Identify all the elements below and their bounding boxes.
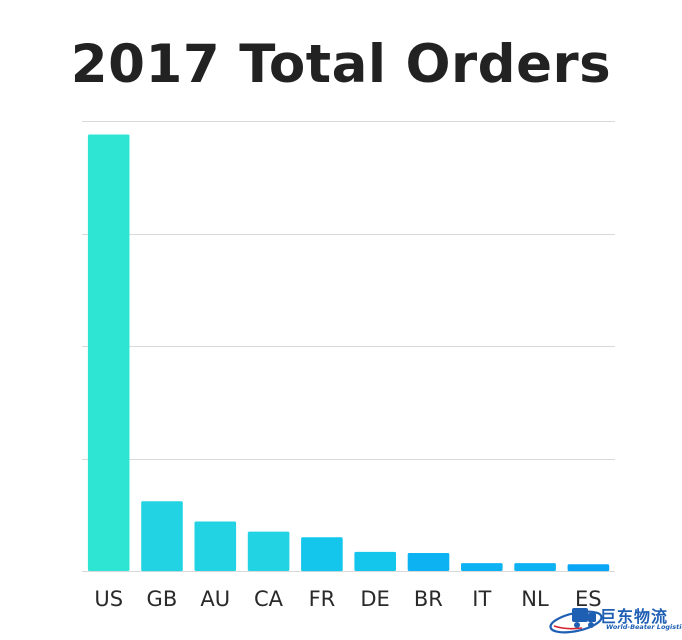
bar-br [407, 553, 450, 571]
x-tick-label-br: BR [414, 587, 443, 611]
bar-it [461, 563, 503, 571]
watermark-text-en: World-Beater Logistics [606, 623, 682, 631]
bar-us [87, 134, 130, 571]
x-tick-label-nl: NL [521, 587, 549, 611]
x-tick-label-de: DE [360, 587, 389, 611]
x-tick-label-us: US [94, 587, 123, 611]
bar-au [194, 521, 237, 571]
watermark-text-cn: 巨东物流 [600, 607, 669, 626]
bar-nl [514, 563, 556, 571]
bar-es [567, 564, 610, 572]
bar-de [354, 551, 396, 571]
grid-layer [82, 121, 615, 572]
x-tick-label-au: AU [200, 587, 230, 611]
bar-gb [141, 501, 183, 572]
watermark-logo: 巨东物流 World-Beater Logistics [548, 602, 682, 636]
x-tick-label-fr: FR [309, 587, 336, 611]
x-tick-label-it: IT [472, 587, 491, 611]
truck-logo-icon [549, 608, 603, 634]
bar-fr [301, 537, 343, 572]
bar-ca [247, 531, 290, 571]
chart-title: 2017 Total Orders [70, 34, 612, 95]
x-tick-label-ca: CA [254, 587, 284, 611]
x-tick-labels: US GB AU CA FR DE BR IT NL ES [94, 587, 601, 611]
x-tick-label-gb: GB [147, 587, 178, 611]
x-tick-label-es: ES [575, 587, 602, 611]
bar-layer [87, 134, 610, 572]
